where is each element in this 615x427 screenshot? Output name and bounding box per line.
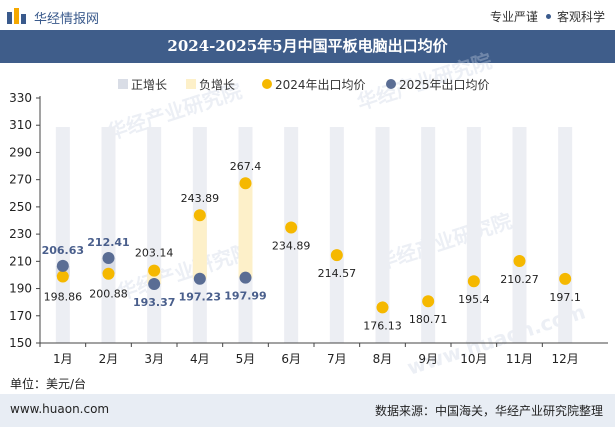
x-tick-label: 12月 <box>552 352 579 366</box>
y-tick-label: 230 <box>9 227 32 241</box>
point-2024 <box>513 254 526 267</box>
header-tags: 专业严谨 客观科学 <box>490 8 605 25</box>
x-tick-label: 7月 <box>327 352 347 366</box>
point-2024 <box>467 275 480 288</box>
growth-bar-negative <box>192 215 207 279</box>
x-tick-label: 2月 <box>99 352 119 366</box>
point-2025 <box>239 271 252 284</box>
background-column <box>558 127 573 343</box>
label-2025: 197.23 <box>179 291 221 304</box>
background-column <box>55 127 70 343</box>
y-tick-label: 290 <box>9 145 32 159</box>
chart-area: 华经产业研究院华经产业研究院华经产业研究院华经产业研究院www.huaon.co… <box>9 49 608 380</box>
legend-label: 正增长 <box>131 78 167 92</box>
dot-separator <box>545 14 551 19</box>
x-tick-label: 1月 <box>53 352 73 366</box>
x-tick-label: 11月 <box>506 352 533 366</box>
y-tick-label: 170 <box>9 309 32 323</box>
point-2024 <box>148 264 161 277</box>
background-column <box>147 127 162 343</box>
background-column <box>329 127 344 343</box>
legend-symbol-negative <box>186 79 196 89</box>
point-2024 <box>56 270 69 283</box>
logo-icon <box>7 8 26 24</box>
point-2024 <box>330 249 343 262</box>
x-tick-label: 3月 <box>144 352 164 366</box>
tag-objective: 客观科学 <box>556 10 605 24</box>
label-2024: 197.1 <box>549 291 581 304</box>
x-tick-label: 8月 <box>373 352 393 366</box>
data-source: 数据来源：中国海关，华经产业研究院整理 <box>374 404 603 418</box>
label-2024: 195.4 <box>458 293 490 306</box>
background-column <box>512 127 527 343</box>
header: 华经情报网 专业严谨 客观科学 <box>0 0 615 30</box>
y-tick-label: 270 <box>9 173 32 187</box>
label-2024: 180.71 <box>409 313 448 326</box>
label-2024: 234.89 <box>272 239 311 252</box>
label-2024: 267.4 <box>230 160 262 173</box>
tag-professional: 专业严谨 <box>489 10 538 24</box>
x-tick-label: 10月 <box>460 352 487 366</box>
point-2024 <box>376 301 389 314</box>
legend-label: 负增长 <box>199 78 235 92</box>
legend-label: 2024年出口均价 <box>275 78 366 92</box>
y-tick-label: 210 <box>9 254 32 268</box>
y-tick-label: 190 <box>9 282 32 296</box>
point-2025 <box>56 259 69 272</box>
unit-label: 单位：美元/台 <box>10 377 87 391</box>
chart-title: 2024-2025年5月中国平板电脑出口均价 <box>167 37 448 55</box>
point-2025 <box>148 277 161 290</box>
point-2024 <box>285 221 298 234</box>
label-2024: 214.57 <box>318 267 357 280</box>
brand-name: 华经情报网 <box>34 12 100 27</box>
label-2024: 198.86 <box>44 290 83 303</box>
label-2025: 197.99 <box>224 290 266 303</box>
footer: www.huaon.com 数据来源：中国海关，华经产业研究院整理 <box>0 394 615 427</box>
x-tick-label: 6月 <box>281 352 301 366</box>
axes: 150 170 190 210 230 250 270 290 310 330 1月 2月 3月 4月 5月… <box>9 91 608 366</box>
x-tick-label: 9月 <box>418 352 438 366</box>
label-2024: 200.88 <box>89 288 128 301</box>
growth-bar-negative <box>238 183 253 278</box>
point-2024 <box>193 209 206 222</box>
legend-symbol-2024 <box>262 79 272 89</box>
background-column <box>284 127 299 343</box>
label-2024: 210.27 <box>500 273 539 286</box>
y-tick-label: 150 <box>9 336 32 350</box>
data-points <box>56 177 572 314</box>
background-column <box>375 127 390 343</box>
website-link[interactable]: www.huaon.com <box>10 402 110 416</box>
label-2024: 203.14 <box>135 247 174 260</box>
y-tick-label: 330 <box>9 91 32 105</box>
data-labels: 198.86 200.88 203.14 243.89 267.4 234.89 214.5… <box>42 160 581 332</box>
y-tick-label: 310 <box>9 118 32 132</box>
background-column <box>101 127 116 343</box>
point-2024 <box>559 272 572 285</box>
x-tick-label: 4月 <box>190 352 210 366</box>
label-2025: 206.63 <box>42 244 84 257</box>
label-2024: 176.13 <box>363 319 402 332</box>
watermark-text: 华经产业研究院 <box>374 209 515 275</box>
point-2024 <box>239 177 252 190</box>
point-2025 <box>193 272 206 285</box>
label-2025: 193.37 <box>133 296 175 309</box>
point-2024 <box>102 267 115 280</box>
legend-symbol-positive <box>118 79 128 89</box>
point-2025 <box>102 252 115 265</box>
legend-symbol-2025 <box>386 79 396 89</box>
label-2025: 212.41 <box>87 236 129 249</box>
title-bar: 2024-2025年5月中国平板电脑出口均价 <box>0 30 615 63</box>
y-tick-label: 250 <box>9 200 32 214</box>
background-column <box>421 127 436 343</box>
background-columns <box>55 127 573 343</box>
background-column <box>466 127 481 343</box>
label-2024: 243.89 <box>181 192 220 205</box>
x-tick-label: 5月 <box>236 352 256 366</box>
point-2024 <box>422 295 435 308</box>
legend: 正增长 负增长 2024年出口均价 2025年出口均价 <box>118 78 490 92</box>
legend-label: 2025年出口均价 <box>399 78 490 92</box>
